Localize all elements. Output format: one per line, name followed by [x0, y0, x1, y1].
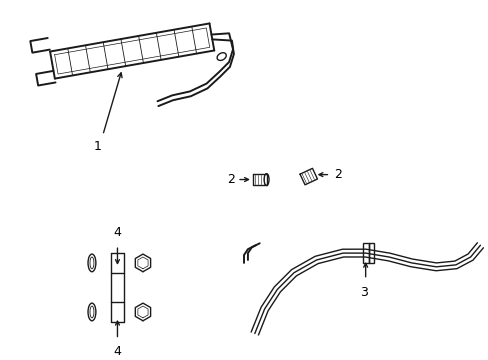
Bar [368, 243, 373, 263]
Text: 2: 2 [227, 173, 235, 186]
Text: 4: 4 [113, 226, 121, 239]
Text: 4: 4 [113, 345, 121, 358]
Text: 2: 2 [334, 168, 342, 181]
Text: 1: 1 [94, 140, 102, 153]
Text: 3: 3 [359, 287, 367, 300]
Bar [362, 243, 368, 263]
